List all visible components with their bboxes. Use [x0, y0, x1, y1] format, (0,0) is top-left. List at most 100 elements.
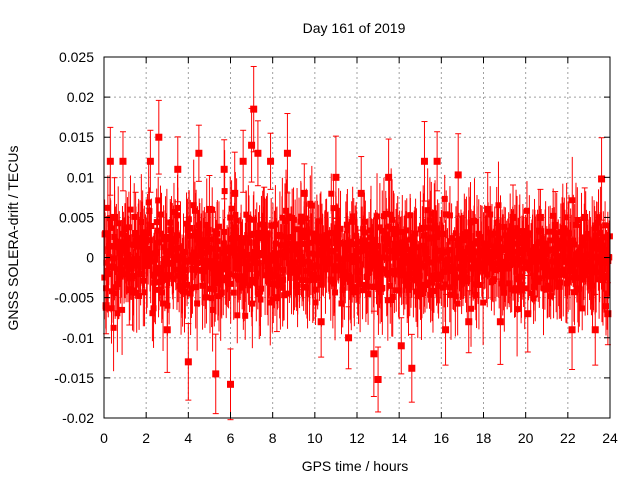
- y-tick-label: 0: [86, 250, 94, 266]
- data-point: [427, 291, 434, 298]
- data-point: [142, 234, 149, 241]
- data-point: [594, 246, 601, 253]
- data-point: [591, 326, 599, 334]
- data-point: [470, 240, 477, 247]
- data-point: [201, 250, 208, 257]
- data-point: [256, 235, 263, 242]
- data-point: [511, 240, 518, 247]
- y-tick-label: 0.025: [59, 49, 94, 65]
- data-point: [467, 219, 474, 226]
- data-point: [150, 305, 157, 312]
- data-point: [203, 221, 210, 228]
- data-point: [564, 260, 571, 267]
- data-point: [506, 280, 513, 287]
- data-point: [195, 267, 202, 274]
- data-point: [317, 247, 324, 254]
- data-point: [254, 270, 261, 277]
- data-point: [579, 305, 586, 312]
- data-point: [571, 241, 578, 248]
- data-point: [279, 214, 286, 221]
- data-point: [192, 284, 199, 291]
- data-point: [166, 249, 173, 256]
- data-point: [293, 274, 300, 281]
- data-point: [443, 211, 450, 218]
- data-point: [433, 157, 441, 165]
- data-point: [160, 300, 167, 307]
- data-point: [560, 228, 567, 235]
- data-point: [243, 211, 250, 218]
- data-point: [547, 293, 554, 300]
- data-point: [175, 272, 182, 279]
- data-point: [125, 286, 133, 294]
- data-point: [124, 255, 131, 262]
- data-point: [403, 259, 410, 266]
- data-point: [272, 273, 279, 280]
- data-point: [601, 272, 608, 279]
- data-point: [245, 262, 252, 269]
- data-point: [102, 302, 110, 310]
- data-point: [366, 269, 373, 276]
- data-point: [598, 175, 606, 183]
- data-point: [382, 210, 389, 217]
- data-point: [441, 195, 448, 202]
- data-point: [391, 271, 398, 278]
- data-point: [169, 259, 176, 266]
- data-point: [300, 189, 308, 197]
- data-point: [210, 270, 217, 277]
- data-point: [157, 211, 164, 218]
- data-point: [351, 284, 358, 291]
- data-point: [582, 272, 589, 279]
- data-point: [586, 268, 593, 275]
- data-point: [156, 264, 163, 271]
- data-point: [479, 249, 486, 256]
- data-point: [594, 219, 601, 226]
- data-point: [349, 213, 356, 220]
- data-point: [550, 212, 557, 219]
- data-point: [448, 291, 455, 298]
- data-point: [292, 259, 299, 266]
- data-point: [319, 251, 326, 258]
- data-point: [170, 208, 177, 215]
- data-point: [275, 274, 282, 281]
- data-point: [189, 254, 196, 261]
- data-point: [258, 285, 265, 292]
- data-point: [570, 237, 577, 244]
- data-point: [234, 312, 241, 319]
- data-point: [141, 229, 148, 236]
- data-point: [170, 246, 177, 253]
- data-point: [563, 280, 570, 287]
- data-point: [428, 210, 435, 217]
- data-point: [306, 259, 313, 266]
- y-tick-label: 0.01: [67, 169, 94, 185]
- data-point: [145, 261, 152, 268]
- data-point: [423, 255, 430, 262]
- data-point: [305, 250, 312, 257]
- data-point: [215, 223, 222, 230]
- x-tick-label: 20: [518, 430, 534, 446]
- data-point: [213, 253, 220, 260]
- data-point: [396, 250, 403, 257]
- data-point: [140, 277, 147, 284]
- data-point: [426, 217, 433, 224]
- data-point: [397, 272, 404, 279]
- data-point: [251, 259, 258, 266]
- data-point: [146, 157, 154, 165]
- data-point: [380, 266, 387, 273]
- data-point: [513, 229, 520, 236]
- x-tick-label: 12: [349, 430, 365, 446]
- data-point: [410, 259, 417, 266]
- data-point: [234, 258, 241, 265]
- data-point: [413, 244, 420, 251]
- data-point: [401, 251, 408, 258]
- data-point: [239, 157, 247, 165]
- data-point: [343, 240, 350, 247]
- data-point: [148, 223, 155, 230]
- data-point: [212, 370, 220, 378]
- data-point: [572, 221, 579, 228]
- data-point: [480, 299, 487, 306]
- data-point: [283, 149, 291, 157]
- data-point: [402, 246, 409, 253]
- data-point: [227, 280, 234, 287]
- data-point: [102, 230, 109, 237]
